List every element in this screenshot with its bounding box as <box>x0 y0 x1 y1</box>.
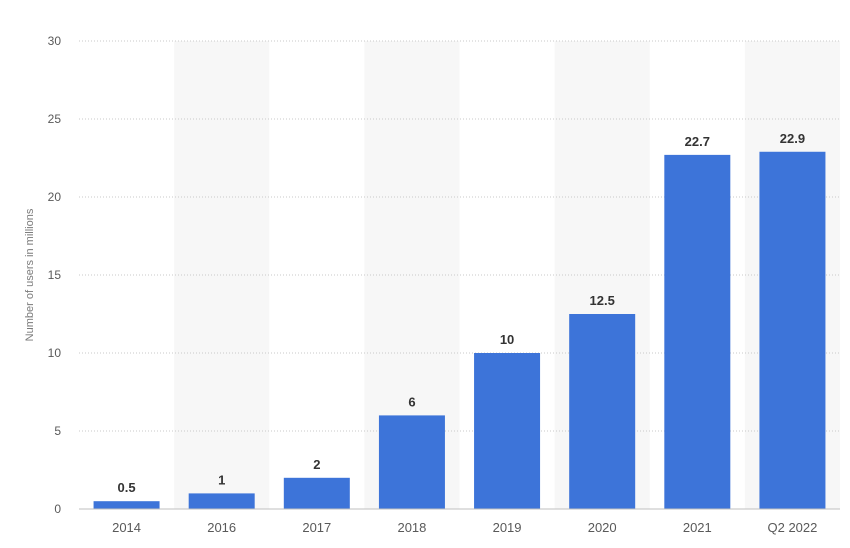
y-tick-label: 0 <box>54 502 61 516</box>
data-label: 1 <box>218 472 225 487</box>
x-tick-label: 2014 <box>112 520 141 535</box>
y-tick-label: 5 <box>54 424 61 438</box>
x-tick-label: 2017 <box>302 520 331 535</box>
data-label: 0.5 <box>118 480 136 495</box>
x-tick-label: 2021 <box>683 520 712 535</box>
bar[interactable] <box>664 154 731 509</box>
bar[interactable] <box>93 501 160 509</box>
data-labels: 0.5 1 2 6 10 12.5 22.7 22.9 <box>118 131 806 495</box>
bar[interactable] <box>569 314 636 509</box>
bar[interactable] <box>283 477 350 509</box>
data-label: 10 <box>500 332 514 347</box>
x-tick-label: 2019 <box>493 520 522 535</box>
data-label: 22.7 <box>685 134 710 149</box>
y-tick-label: 30 <box>48 34 62 48</box>
x-tick-label: 2016 <box>207 520 236 535</box>
y-axis: 0 5 10 15 20 25 30 <box>48 34 62 516</box>
bar[interactable] <box>474 353 541 509</box>
bar[interactable] <box>378 415 445 509</box>
y-axis-title: Number of users in millions <box>24 208 36 341</box>
y-tick-label: 10 <box>48 346 62 360</box>
x-tick-label: 2018 <box>397 520 426 535</box>
x-tick-label: 2020 <box>588 520 617 535</box>
bar[interactable] <box>188 493 255 509</box>
y-tick-label: 20 <box>48 190 62 204</box>
gridlines <box>79 40 840 432</box>
data-label: 12.5 <box>590 293 615 308</box>
x-axis: 2014 2016 2017 2018 2019 2020 2021 Q2 2022 <box>79 508 840 535</box>
data-label: 22.9 <box>780 131 805 146</box>
data-label: 2 <box>313 457 320 472</box>
bars <box>93 151 826 509</box>
y-tick-label: 25 <box>48 112 62 126</box>
x-tick-label: Q2 2022 <box>768 520 818 535</box>
data-label: 6 <box>408 394 415 409</box>
y-tick-label: 15 <box>48 268 62 282</box>
bar[interactable] <box>759 151 826 509</box>
band-1 <box>174 41 270 509</box>
